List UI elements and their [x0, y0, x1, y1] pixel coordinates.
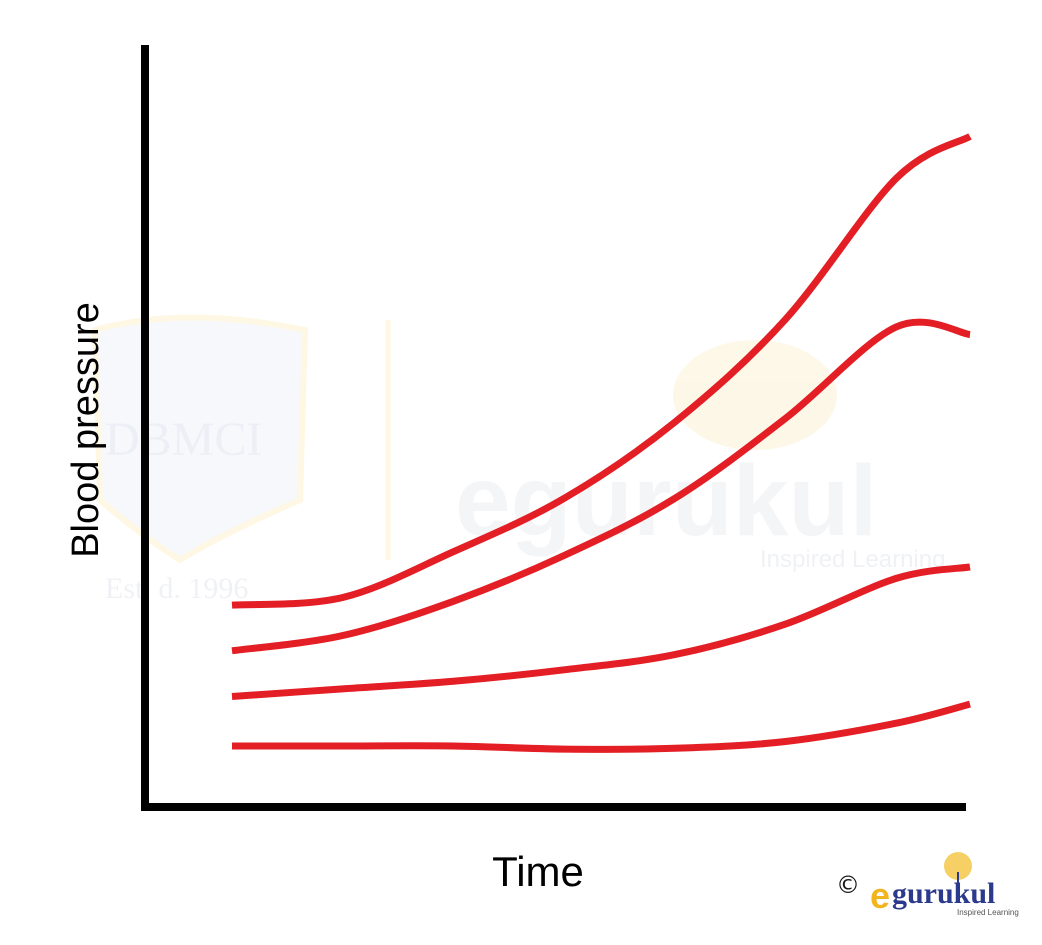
watermark-emblem-text: DBMCI	[105, 413, 262, 466]
y-axis-label: Blood pressure	[65, 302, 107, 558]
watermark-established: Est. d. 1996	[105, 572, 248, 605]
series-layer	[231, 133, 972, 753]
logo-brand-e: e	[870, 875, 890, 916]
watermark-tree-icon	[673, 340, 837, 450]
logo-tagline: Inspired Learning	[957, 908, 1019, 917]
watermark: DBMCI Est. d. 1996 egurukul Inspired Lea…	[91, 314, 945, 605]
logo-tree-icon	[944, 852, 972, 880]
logo-brand-rest: gurukul	[892, 877, 995, 910]
series-line-3	[231, 563, 971, 700]
copyright-symbol: ©	[836, 871, 860, 899]
series-line-1	[231, 133, 972, 609]
series-line-4	[232, 700, 971, 753]
x-axis-label: Time	[492, 848, 584, 895]
series-line-2	[231, 318, 971, 655]
watermark-brand-tagline: Inspired Learning	[760, 546, 945, 573]
footer-logo: © e gurukul Inspired Learning	[836, 852, 1019, 917]
